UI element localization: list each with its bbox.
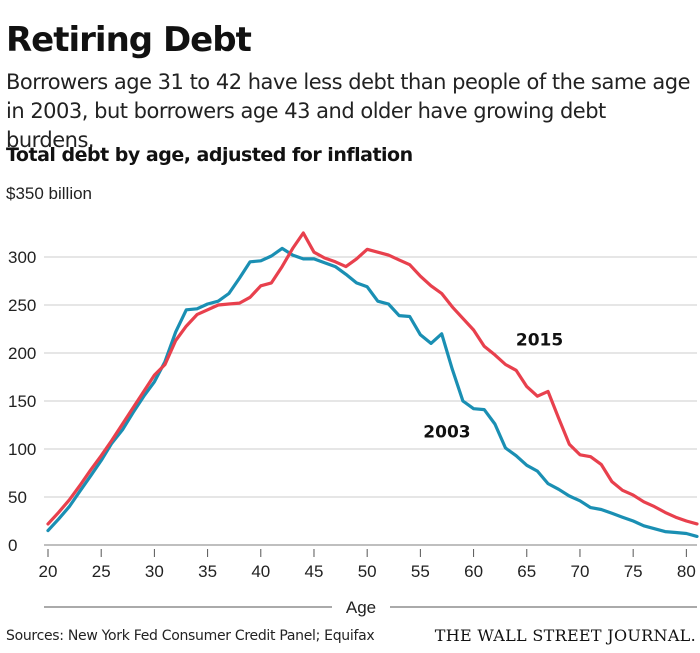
series-label-2003: 2003 <box>423 422 470 442</box>
line-chart: $350 billion 0 50 100 150 200 250 300 20 25 30 35… <box>6 184 699 617</box>
series-line-2003 <box>46 246 699 539</box>
x-tick-label: 40 <box>251 562 270 581</box>
x-tick-label: 35 <box>198 562 217 581</box>
y-tick-label: 150 <box>8 392 36 411</box>
x-tick-label: 25 <box>92 562 111 581</box>
y-axis-unit-label: $350 billion <box>6 184 92 203</box>
y-tick-label: 100 <box>8 440 36 459</box>
publisher-logo: THE WALL STREET JOURNAL. <box>434 626 696 645</box>
y-tick-label: 300 <box>8 248 36 267</box>
x-tick-label: 80 <box>677 562 696 581</box>
x-tick-label: 45 <box>305 562 324 581</box>
y-tick-label: 200 <box>8 344 36 363</box>
chart-heading: Total debt by age, adjusted for inflatio… <box>6 144 413 166</box>
x-tick-label: 70 <box>571 562 590 581</box>
x-tick-label: 75 <box>624 562 643 581</box>
x-axis-title: Age <box>346 598 376 617</box>
series-label-2015: 2015 <box>516 330 563 350</box>
x-tick-label: 50 <box>358 562 377 581</box>
x-tick-label: 55 <box>411 562 430 581</box>
x-tick-label: 20 <box>39 562 58 581</box>
source-note: Sources: New York Fed Consumer Credit Pa… <box>6 628 375 644</box>
x-tick-label: 65 <box>517 562 536 581</box>
chart-title: Retiring Debt <box>6 20 252 60</box>
y-tick-label: 50 <box>8 488 27 507</box>
chart-subtitle: Borrowers age 31 to 42 have less debt th… <box>6 70 691 152</box>
x-tick-label: 30 <box>145 562 164 581</box>
x-tick-label: 60 <box>464 562 483 581</box>
y-tick-label: 250 <box>8 296 36 315</box>
y-tick-label: 0 <box>8 536 17 555</box>
series-line-2015 <box>46 231 699 526</box>
